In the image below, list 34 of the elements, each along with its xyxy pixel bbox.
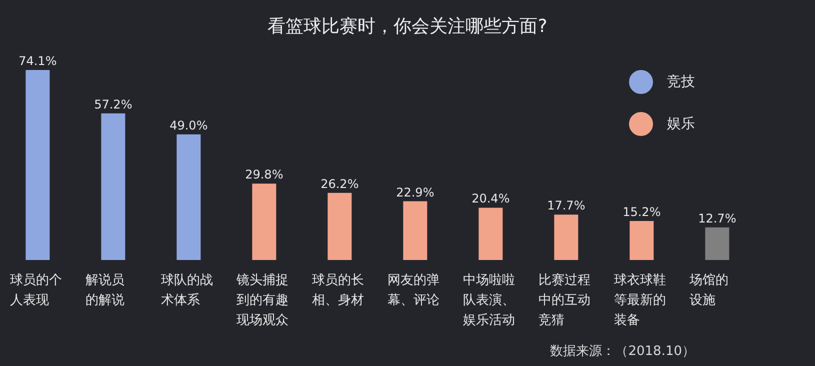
x-tick-label: 球员的个人表现 bbox=[10, 273, 62, 308]
legend-label: 竞技 bbox=[667, 73, 695, 91]
bar bbox=[705, 227, 730, 260]
x-tick-label: 解说员的解说 bbox=[85, 273, 124, 308]
bar bbox=[252, 184, 276, 260]
chart-title: 看篮球比赛时，你会关注哪些方面? bbox=[266, 15, 548, 38]
x-tick-label: 场馆的设施 bbox=[688, 273, 728, 308]
data-label: 49.0% bbox=[170, 118, 208, 132]
x-tick-label: 球队的战术体系 bbox=[160, 273, 213, 308]
x-tick-label: 比赛过程中的互动竞猜 bbox=[538, 272, 590, 328]
bar bbox=[26, 70, 50, 260]
data-label: 22.9% bbox=[396, 185, 434, 200]
x-tick-label: 球员的长相、身材 bbox=[312, 273, 364, 308]
data-label: 15.2% bbox=[622, 205, 661, 220]
bar bbox=[403, 201, 428, 260]
legend-label: 娱乐 bbox=[667, 115, 695, 133]
data-label: 57.2% bbox=[94, 97, 132, 112]
bar bbox=[630, 221, 654, 260]
x-tick-label: 中场啦啦队表演、娱乐活动 bbox=[462, 273, 515, 328]
bar bbox=[176, 134, 201, 260]
x-tick-label: 网友的弹幕、评论 bbox=[387, 273, 440, 308]
bar bbox=[101, 113, 126, 260]
data-label: 20.4% bbox=[472, 192, 510, 206]
data-label: 12.7% bbox=[698, 211, 736, 226]
bar bbox=[554, 214, 578, 260]
x-tick-label: 球衣球鞋等最新的装备 bbox=[614, 273, 666, 328]
bar bbox=[328, 192, 352, 260]
data-label: 29.8% bbox=[245, 168, 284, 182]
source-note: 数据来源：（2018.10） bbox=[550, 343, 695, 360]
data-label: 17.7% bbox=[547, 198, 586, 213]
data-label: 74.1% bbox=[18, 54, 57, 68]
bar bbox=[478, 208, 503, 260]
data-label: 26.2% bbox=[320, 176, 359, 191]
x-tick-label: 镜头捕捉到的有趣现场观众 bbox=[235, 273, 288, 328]
